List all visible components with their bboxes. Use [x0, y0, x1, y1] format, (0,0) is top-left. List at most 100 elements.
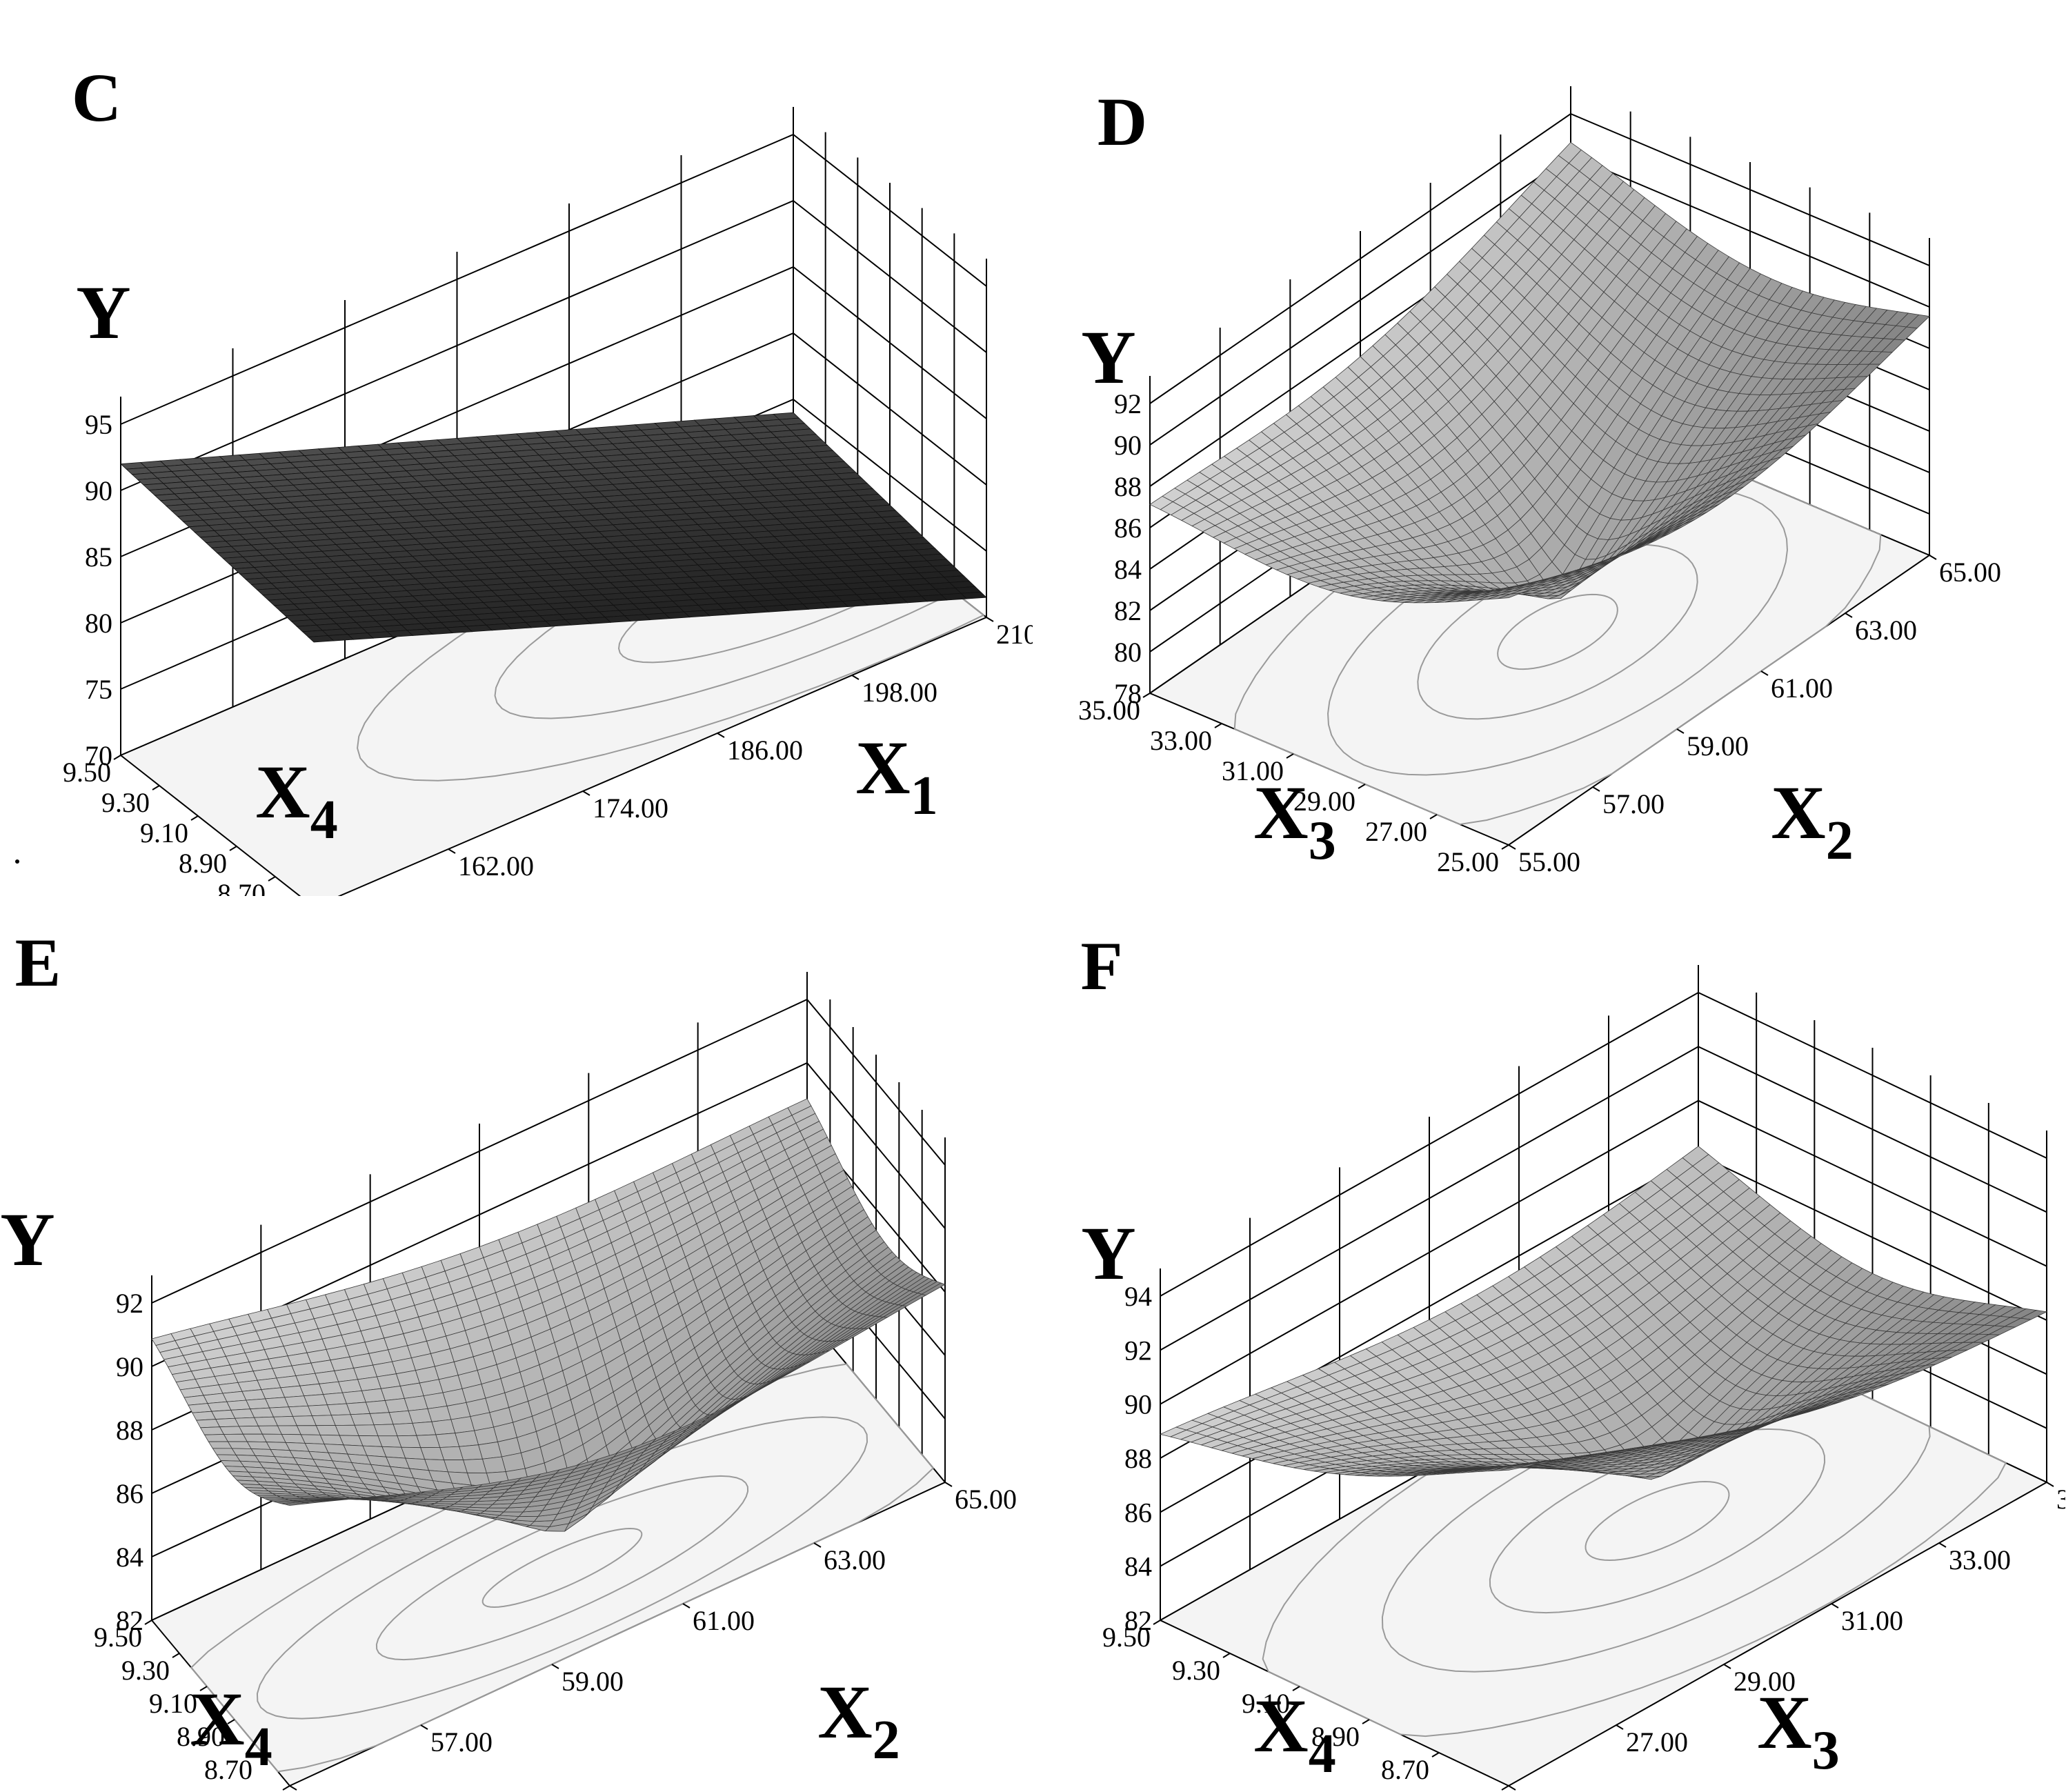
y-axis-label: X4	[255, 750, 337, 850]
z-tick-label: 88	[116, 1415, 143, 1446]
y-tick-mark	[113, 755, 121, 760]
y-axis-label: X4	[1253, 1684, 1335, 1784]
z-tick-label: 85	[85, 541, 112, 573]
x-axis-label-sub: 1	[911, 766, 938, 826]
x-axis-label-sub: 3	[1812, 1720, 1840, 1781]
grid-line	[1160, 1046, 2047, 1351]
z-tick-label: 84	[1124, 1551, 1152, 1582]
z-tick-label: 92	[1114, 388, 1142, 419]
y-tick-mark	[1501, 1785, 1509, 1791]
x-tick-label: 55.00	[299, 1787, 361, 1792]
x-tick-label: 35.00	[2056, 1484, 2065, 1515]
x-tick-mark	[420, 1724, 428, 1730]
chart-panel-e: 82848688909255.0057.0059.0061.0063.0065.…	[0, 924, 1017, 1792]
x-tick-mark	[2046, 1482, 2054, 1487]
chart-panel-c: 707580859095150.00162.00174.00186.00198.…	[63, 59, 1033, 896]
z-tick-label: 84	[1114, 554, 1142, 585]
y-tick-mark	[172, 1653, 180, 1658]
x-tick-mark	[1616, 1724, 1624, 1730]
surface-patch	[1498, 593, 1522, 599]
z-axis-label: Y	[0, 1197, 54, 1282]
surface-patch	[192, 1411, 217, 1421]
x-tick-label: 162.00	[458, 850, 534, 882]
x-axis-label-main: X	[855, 726, 910, 810]
y-tick-label: 9.30	[121, 1655, 170, 1686]
y-tick-label: 29.00	[1293, 786, 1355, 817]
y-tick-mark	[1214, 723, 1222, 728]
grid-line	[151, 1062, 946, 1367]
panel-letter: C	[72, 59, 121, 136]
z-tick-label: 90	[1124, 1389, 1152, 1420]
x-tick-label: 63.00	[824, 1544, 886, 1575]
z-tick-label: 86	[1124, 1497, 1152, 1528]
y-tick-label: 8.70	[204, 1754, 252, 1785]
y-tick-mark	[152, 785, 160, 790]
y-tick-label: 8.70	[217, 878, 266, 896]
y-axis-label-main: X	[190, 1677, 244, 1761]
y-axis-label-sub: 3	[1309, 810, 1336, 871]
x-axis-label: X2	[1771, 770, 1853, 871]
surface-patch	[208, 1441, 232, 1449]
z-tick-label: 86	[1114, 512, 1142, 544]
y-axis-label-sub: 4	[245, 1717, 272, 1778]
z-tick-label: 90	[1114, 430, 1142, 461]
y-tick-mark	[255, 1752, 263, 1758]
y-tick-label: 25.00	[1437, 846, 1499, 877]
z-tick-label: 94	[1124, 1281, 1152, 1312]
x-tick-label: 210.00	[996, 619, 1033, 650]
y-tick-mark	[1142, 693, 1151, 698]
z-tick-label: 80	[1114, 637, 1142, 668]
surface-patch	[286, 1502, 309, 1506]
z-tick-label: 86	[116, 1478, 143, 1509]
y-axis-label-sub: 4	[1309, 1724, 1336, 1784]
y-tick-label: 8.90	[179, 848, 227, 879]
z-tick-label: 80	[85, 608, 112, 639]
y-tick-mark	[1501, 844, 1509, 850]
panel-letter: E	[15, 924, 61, 1001]
y-tick-label: 8.90	[177, 1721, 225, 1752]
x-tick-mark	[682, 1603, 691, 1609]
z-axis-label: Y	[1081, 1211, 1135, 1295]
z-tick-label: 84	[116, 1542, 143, 1573]
contour-line	[375, 1475, 749, 1661]
y-tick-label: 8.50	[1451, 1787, 1499, 1792]
y-axis-label-main: X	[1253, 1684, 1308, 1768]
x-axis-label: X3	[1757, 1680, 1839, 1781]
y-tick-label: 8.90	[1311, 1721, 1360, 1752]
surface-patch	[257, 1495, 281, 1498]
y-tick-label: 31.00	[1222, 755, 1284, 786]
y-tick-mark	[1429, 814, 1438, 819]
x-tick-mark	[1831, 1603, 1839, 1609]
y-tick-mark	[1362, 1719, 1370, 1724]
x-axis-label-sub: 2	[1826, 810, 1854, 871]
z-tick-label: 92	[116, 1288, 143, 1319]
x-tick-mark	[1508, 1785, 1516, 1791]
x-tick-mark	[813, 1542, 822, 1548]
z-tick-label: 88	[1114, 471, 1142, 502]
y-tick-mark	[199, 1686, 208, 1691]
y-tick-label: 9.10	[1242, 1688, 1290, 1719]
stray-dot	[15, 859, 19, 864]
z-tick-label: 92	[1124, 1335, 1152, 1366]
x-tick-mark	[1723, 1664, 1731, 1669]
y-tick-mark	[190, 815, 199, 821]
contour-line	[481, 1527, 643, 1609]
surface-patch	[307, 635, 335, 643]
y-tick-mark	[1358, 784, 1366, 789]
x-tick-mark	[1938, 1542, 1947, 1548]
x-tick-label: 63.00	[1855, 615, 1917, 646]
contour-line	[1585, 1480, 1730, 1562]
z-tick-label: 90	[116, 1351, 143, 1382]
x-tick-mark	[448, 848, 456, 854]
x-axis-label: X1	[855, 726, 937, 826]
x-tick-label: 33.00	[1949, 1544, 2011, 1575]
y-tick-label: 9.10	[140, 817, 188, 848]
x-tick-label: 25.00	[1518, 1787, 1580, 1792]
x-tick-mark	[851, 675, 860, 680]
y-axis-label-main: X	[1253, 770, 1308, 855]
y-tick-mark	[1153, 1620, 1161, 1625]
x-tick-mark	[1676, 728, 1685, 734]
surface-patch	[1498, 1466, 1525, 1471]
x-tick-mark	[1592, 786, 1600, 792]
